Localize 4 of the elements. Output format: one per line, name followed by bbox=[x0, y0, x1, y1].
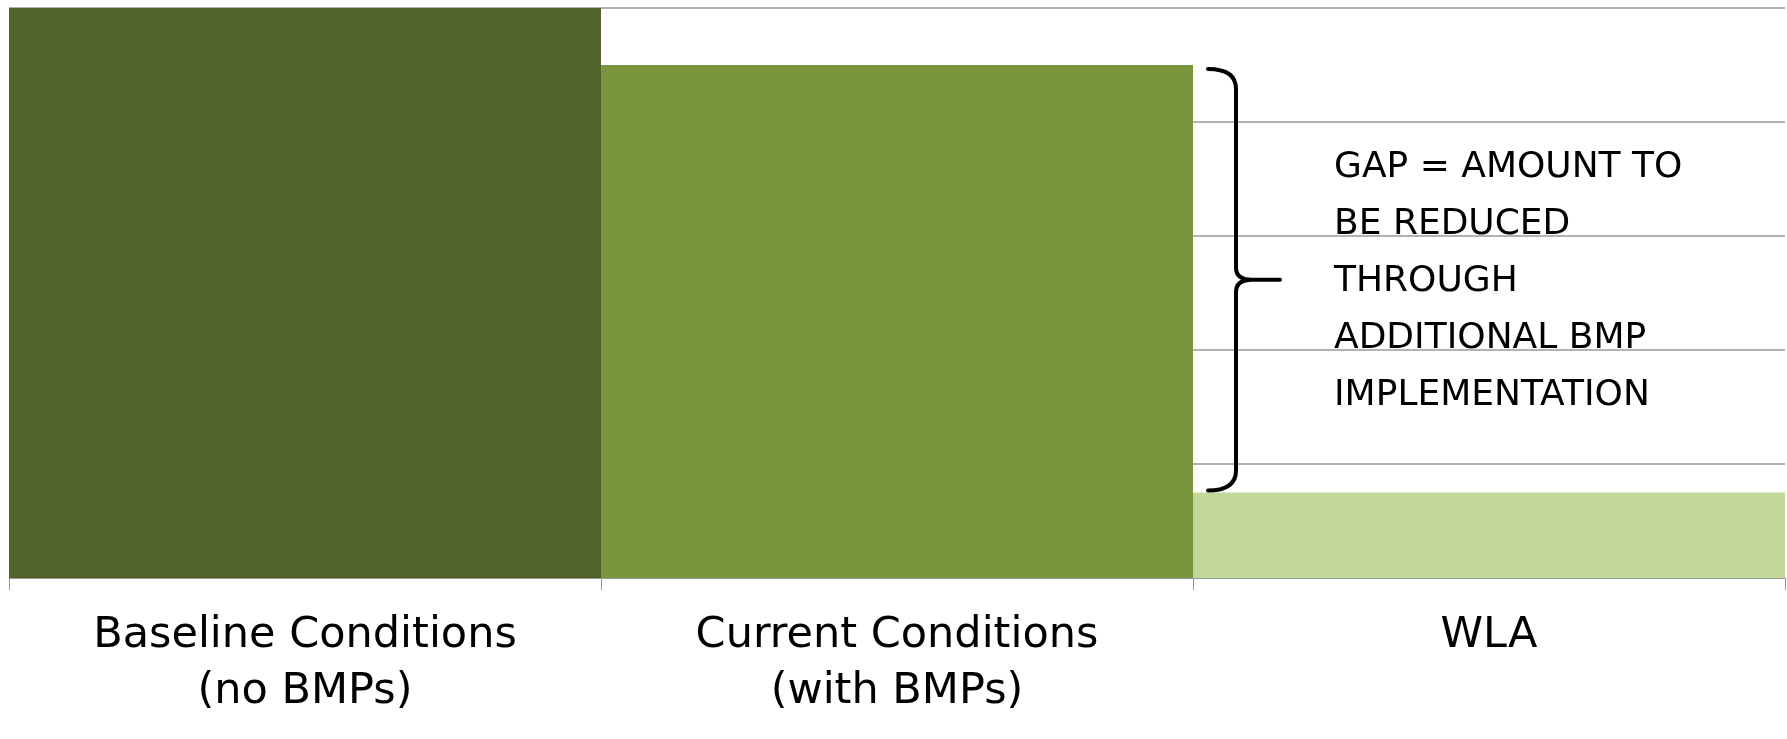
x-tick-label: WLA bbox=[1440, 607, 1539, 657]
x-tick-label: Baseline Conditions (no BMPs) bbox=[93, 607, 517, 713]
x-tick-label: Current Conditions (with BMPs) bbox=[695, 607, 1099, 713]
annotation: GAP = AMOUNT TO BE REDUCED THROUGH ADDITIONAL BMP IMPLEMENTATION bbox=[1333, 144, 1683, 413]
